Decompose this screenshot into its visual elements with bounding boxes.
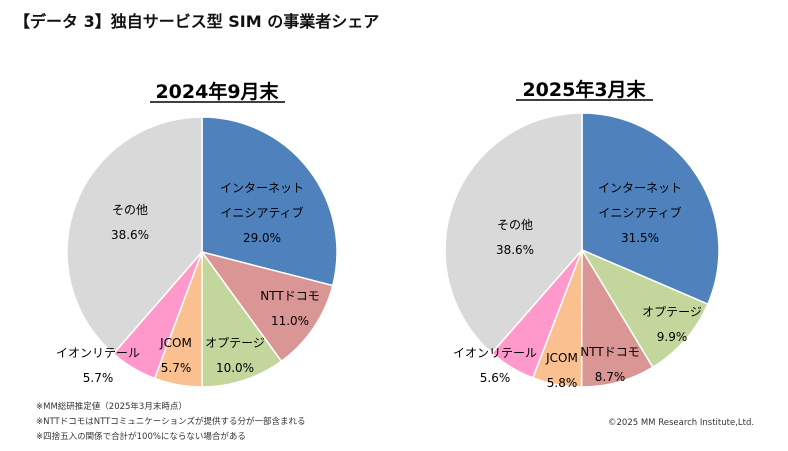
chart-title: 2025年3月末 — [522, 78, 646, 101]
pie-slice — [580, 248, 709, 369]
slice-value-label: 5.8% — [547, 376, 578, 390]
pie-slice — [581, 112, 720, 306]
slice-value-label: 9.9% — [657, 330, 688, 344]
slice-value-label: 5.6% — [480, 371, 511, 385]
slice-label: その他 — [112, 203, 148, 217]
slice-value-label: 38.6% — [496, 243, 534, 257]
slice-value-label: 31.5% — [621, 231, 659, 245]
slice-label: イオンリテール — [56, 346, 140, 360]
pie-slice — [201, 249, 283, 388]
slice-label: NTTドコモ — [580, 345, 639, 359]
figure-title: 【データ 3】独自サービス型 SIM の事業者シェア — [14, 12, 380, 31]
slice-label: イニシアティブ — [220, 205, 303, 220]
slice-value-label: 5.7% — [83, 371, 114, 385]
slice-value-label: 29.0% — [243, 231, 281, 245]
pie-slice — [200, 250, 334, 363]
copyright: ©2025 MM Research Institute,Ltd. — [608, 418, 755, 428]
slice-label: JCOM — [159, 336, 192, 350]
pie-slice — [201, 116, 338, 287]
footnotes: ※MM総研推定値（2025年3月末時点） ※NTTドコモはNTTコミュニケーショ… — [36, 400, 305, 445]
footnote: ※NTTドコモはNTTコミュニケーションズが提供する分が一部含まれる — [36, 417, 306, 427]
slice-value-label: 10.0% — [216, 361, 254, 375]
slice-value-label: 11.0% — [271, 314, 309, 328]
footnote: ※MM総研推定値（2025年3月末時点） — [36, 402, 187, 412]
pie-slice — [66, 116, 203, 355]
slice-label: JCOM — [545, 351, 578, 365]
slice-label: インターネット — [220, 181, 304, 195]
slice-label: その他 — [497, 218, 533, 232]
slice-label: NTTドコモ — [260, 289, 319, 303]
slice-value-label: 5.7% — [161, 361, 192, 375]
slice-value-label: 38.6% — [111, 228, 149, 242]
pie-slice — [444, 112, 583, 355]
slice-label: イニシアティブ — [598, 205, 681, 220]
slice-label: オプテージ — [205, 336, 265, 350]
slice-label: インターネット — [598, 181, 682, 195]
footnote: ※四捨五入の関係で合計が100%にならない場合がある — [36, 432, 246, 442]
slice-label: イオンリテール — [453, 346, 537, 360]
slice-value-label: 8.7% — [595, 370, 626, 384]
chart-title: 2024年9月末 — [155, 80, 279, 103]
slice-label: オプテージ — [642, 305, 702, 319]
